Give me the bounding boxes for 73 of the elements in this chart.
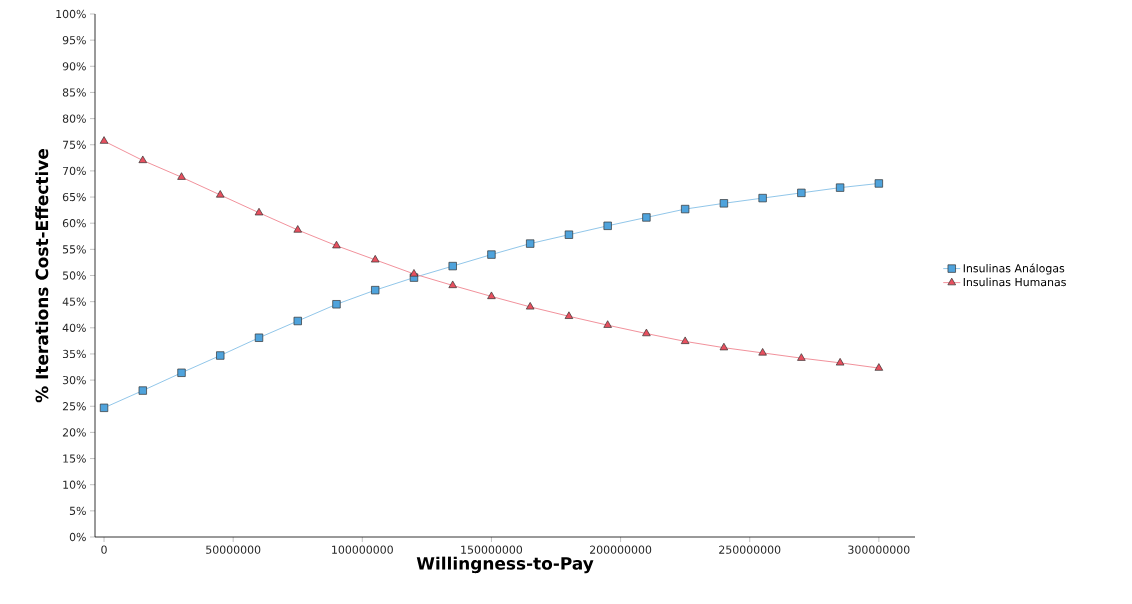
x-tick-label: 100000000	[332, 545, 393, 554]
x-axis-title: Willingness-to-Pay	[416, 556, 594, 574]
y-tick-label: 15%	[63, 454, 86, 463]
y-tick-label: 25%	[62, 402, 86, 411]
point	[99, 136, 109, 144]
point	[138, 155, 148, 164]
point	[797, 353, 806, 361]
y-tick-label: 55%	[62, 245, 86, 254]
point	[448, 280, 457, 289]
point	[254, 333, 264, 342]
point	[603, 320, 612, 328]
y-tick-label: 85%	[62, 88, 86, 97]
point	[409, 269, 419, 277]
x-tick-label: 250000000	[719, 545, 781, 554]
point	[719, 199, 729, 208]
point	[332, 300, 341, 309]
point	[99, 403, 109, 412]
point	[603, 221, 612, 230]
x-tick-label: 50000000	[206, 545, 261, 554]
y-tick-label: 0%	[69, 532, 86, 542]
point	[642, 213, 651, 222]
y-tick-label: 20%	[62, 428, 86, 437]
point	[216, 190, 225, 198]
point	[526, 239, 535, 248]
y-tick-label: 100%	[56, 9, 86, 19]
point	[487, 291, 496, 300]
point	[758, 193, 767, 203]
point	[293, 225, 302, 233]
y-tick-label: 30%	[62, 375, 86, 385]
x-tick-label: 150000000	[461, 545, 523, 554]
point	[680, 336, 690, 344]
point	[681, 204, 690, 214]
point	[177, 368, 186, 377]
y-tick-label: 5%	[69, 506, 86, 515]
y-tick-label: 35%	[62, 349, 86, 359]
point	[874, 363, 884, 371]
legend-label: Insulinas Humanas	[963, 277, 1066, 287]
y-tick-label: 90%	[62, 62, 86, 71]
point	[216, 351, 225, 360]
x-tick-label: 0	[101, 545, 107, 554]
y-tick-label: 75%	[63, 140, 86, 149]
y-tick-label: 40%	[62, 323, 86, 332]
point	[525, 302, 535, 310]
x-tick-label: 200000000	[590, 545, 652, 554]
point	[874, 179, 883, 188]
y-tick-label: 60%	[62, 219, 86, 228]
point	[371, 286, 380, 295]
point	[642, 328, 651, 337]
point	[332, 240, 341, 249]
y-tick-label: 70%	[63, 166, 86, 176]
point	[487, 250, 496, 259]
y-tick-label: 95%	[62, 36, 86, 45]
point	[254, 207, 264, 216]
point	[797, 188, 806, 197]
point	[564, 230, 574, 239]
y-tick-label: 80%	[62, 114, 86, 123]
point	[719, 342, 729, 351]
point	[835, 358, 845, 366]
point	[138, 386, 147, 395]
point	[564, 311, 574, 319]
legend-label: Insulinas Análogas	[963, 263, 1065, 275]
y-axis-title: % Iterations Cost-Effective	[35, 149, 49, 403]
point	[758, 348, 767, 356]
point	[835, 183, 845, 192]
y-tick-label: 10%	[63, 480, 86, 489]
y-tick-label: 50%	[62, 271, 86, 280]
x-tick-label: 300000000	[848, 545, 910, 554]
point	[293, 316, 302, 326]
point	[448, 261, 457, 271]
y-tick-label: 45%	[62, 297, 86, 306]
point	[370, 254, 380, 263]
y-tick-label: 65%	[62, 192, 86, 202]
point	[177, 172, 186, 180]
